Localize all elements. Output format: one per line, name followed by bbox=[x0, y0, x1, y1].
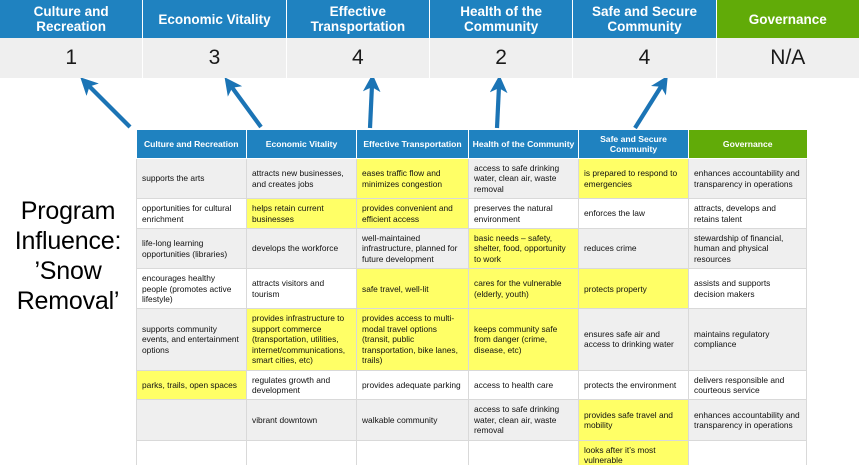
table-row: parks, trails, open spaces regulates grow… bbox=[136, 370, 807, 401]
matrix-cell-r2-c3: basic needs – safety, shelter, food, opp… bbox=[468, 228, 579, 270]
scorecard: Culture and Recreation Economic Vitality E… bbox=[0, 0, 859, 78]
matrix-cell-r3-c0: encourages healthy people (promotes acti… bbox=[136, 268, 247, 310]
program-influence-label: Program Influence: ’Snow Removal’ bbox=[2, 196, 134, 316]
matrix-cell-r1-c1: helps retain current businesses bbox=[246, 198, 357, 230]
table-row: supports community events, and entertain… bbox=[136, 308, 807, 371]
table-row: encourages healthy people (promotes acti… bbox=[136, 268, 807, 310]
matrix-cell-r4-c4: ensures safe air and access to drinking … bbox=[578, 308, 689, 371]
matrix-cell-r1-c3: preserves the natural environment bbox=[468, 198, 579, 230]
matrix-cell-r5-c1: regulates growth and development bbox=[246, 370, 357, 401]
matrix-cell-r6-c1: vibrant downtown bbox=[246, 399, 357, 441]
matrix-cell-r7-c2 bbox=[356, 440, 469, 465]
scorecard-value-5: N/A bbox=[770, 46, 806, 69]
matrix-cell-r1-c2: provides convenient and efficient access bbox=[356, 198, 469, 230]
matrix-header-5: Governance bbox=[688, 130, 807, 159]
matrix-cell-r3-c3: cares for the vulnerable (elderly, youth… bbox=[468, 268, 579, 310]
scorecard-value-3: 2 bbox=[430, 38, 574, 78]
matrix-cell-r6-c5: enhances accountability and transparency… bbox=[688, 399, 807, 441]
scorecard-header-3: Health of the Community bbox=[429, 0, 574, 38]
program-influence-line-3: ’Snow bbox=[34, 257, 102, 285]
table-row: vibrant downtown walkable community access… bbox=[136, 399, 807, 441]
matrix-cell-r3-c5: assists and supports decision makers bbox=[688, 268, 807, 310]
matrix-cell-r6-c3: access to safe drinking water, clean air… bbox=[468, 399, 579, 441]
matrix-cell-r0-c3: access to safe drinking water, clean air… bbox=[468, 158, 579, 200]
matrix-cell-r4-c5: maintains regulatory compliance bbox=[688, 308, 807, 371]
arrow-economic-vitality bbox=[224, 77, 263, 129]
matrix-cell-r2-c5: stewardship of financial, human and phys… bbox=[688, 228, 807, 270]
matrix-cell-r5-c3: access to health care bbox=[468, 370, 579, 401]
matrix-cell-r4-c3: keeps community safe from danger (crime,… bbox=[468, 308, 579, 371]
matrix-cell-r5-c5: delivers responsible and courteous servi… bbox=[688, 370, 807, 401]
table-row: opportunities for cultural enrichment hel… bbox=[136, 198, 807, 230]
matrix-cell-r0-c4: is prepared to respond to emergencies bbox=[578, 158, 689, 200]
matrix-header-1: Economic Vitality bbox=[246, 130, 357, 159]
scorecard-value-row: 1 3 4 2 4 N/A bbox=[0, 38, 859, 78]
scorecard-header-2: Effective Transportation bbox=[286, 0, 430, 38]
arrow-health-community bbox=[489, 75, 508, 129]
matrix-cell-r2-c0: life-long learning opportunities (librar… bbox=[136, 228, 247, 270]
scorecard-header-1: Economic Vitality bbox=[143, 0, 287, 38]
scorecard-value-2: 4 bbox=[287, 38, 430, 78]
matrix-cell-r3-c2: safe travel, well-lit bbox=[356, 268, 469, 310]
arrow-culture-recreation bbox=[80, 77, 132, 129]
program-influence-line-1: Program bbox=[20, 197, 116, 225]
matrix-cell-r6-c0 bbox=[136, 399, 247, 441]
matrix-cell-r0-c0: supports the arts bbox=[136, 158, 247, 200]
matrix-header-0: Culture and Recreation bbox=[136, 130, 247, 159]
scorecard-header-5: Governance bbox=[716, 0, 859, 38]
scorecard-value-4: 4 bbox=[573, 38, 717, 78]
matrix-cell-r2-c2: well-maintained infrastructure, planned … bbox=[356, 228, 469, 270]
matrix-cell-r7-c3 bbox=[468, 440, 579, 465]
matrix-cell-r4-c2: provides access to multi-modal travel op… bbox=[356, 308, 469, 371]
table-row: life-long learning opportunities (librar… bbox=[136, 228, 807, 270]
program-influence-line-4: Removal’ bbox=[16, 287, 120, 315]
matrix-cell-r2-c1: develops the workforce bbox=[246, 228, 357, 270]
matrix-cell-r0-c2: eases traffic flow and minimizes congest… bbox=[356, 158, 469, 200]
matrix-cell-r5-c2: provides adequate parking bbox=[356, 370, 469, 401]
arrows-svg bbox=[80, 74, 668, 130]
matrix-cell-r4-c0: supports community events, and entertain… bbox=[136, 308, 247, 371]
arrow-group bbox=[0, 74, 859, 130]
matrix-cell-r6-c4: provides safe travel and mobility bbox=[578, 399, 689, 441]
matrix-body: supports the arts attracts new businesses… bbox=[136, 158, 807, 465]
arrow-safe-secure-community bbox=[633, 75, 668, 130]
matrix-cell-r2-c4: reduces crime bbox=[578, 228, 689, 270]
matrix-header-3: Health of the Community bbox=[468, 130, 579, 159]
matrix-cell-r7-c4: looks after it’s most vulnerable bbox=[578, 440, 689, 465]
matrix-cell-r1-c4: enforces the law bbox=[578, 198, 689, 230]
scorecard-value-1: 3 bbox=[143, 38, 287, 78]
matrix-cell-r7-c1 bbox=[246, 440, 357, 465]
table-row: looks after it’s most vulnerable bbox=[136, 440, 807, 465]
matrix-cell-r3-c4: protects property bbox=[578, 268, 689, 310]
matrix-cell-r5-c4: protects the environment bbox=[578, 370, 689, 401]
matrix-cell-r1-c5: attracts, develops and retains talent bbox=[688, 198, 807, 230]
matrix-cell-r7-c0 bbox=[136, 440, 247, 465]
matrix-cell-r1-c0: opportunities for cultural enrichment bbox=[136, 198, 247, 230]
scorecard-header-row: Culture and Recreation Economic Vitality E… bbox=[0, 0, 859, 38]
matrix-header-row: Culture and Recreation Economic Vitality E… bbox=[136, 130, 807, 159]
matrix-cell-r0-c5: enhances accountability and transparency… bbox=[688, 158, 807, 200]
arrow-effective-transportation bbox=[362, 74, 381, 129]
program-influence-line-2: Influence: bbox=[14, 227, 122, 255]
matrix-cell-r3-c1: attracts visitors and tourism bbox=[246, 268, 357, 310]
matrix-cell-r4-c1: provides infrastructure to support comme… bbox=[246, 308, 357, 371]
scorecard-header-4: Safe and Secure Community bbox=[573, 0, 717, 38]
matrix-header-2: Effective Transportation bbox=[356, 130, 469, 159]
matrix-cell-r5-c0: parks, trails, open spaces bbox=[136, 370, 247, 401]
scorecard-header-0: Culture and Recreation bbox=[0, 0, 144, 38]
matrix-cell-r7-c5 bbox=[688, 440, 807, 465]
scorecard-value-0: 1 bbox=[0, 38, 144, 78]
influence-matrix-table: Culture and Recreation Economic Vitality E… bbox=[136, 130, 807, 465]
matrix-cell-r6-c2: walkable community bbox=[356, 399, 469, 441]
table-row: supports the arts attracts new businesses… bbox=[136, 158, 807, 200]
matrix-header-4: Safe and Secure Community bbox=[578, 130, 689, 159]
matrix-cell-r0-c1: attracts new businesses, and creates job… bbox=[246, 158, 357, 200]
